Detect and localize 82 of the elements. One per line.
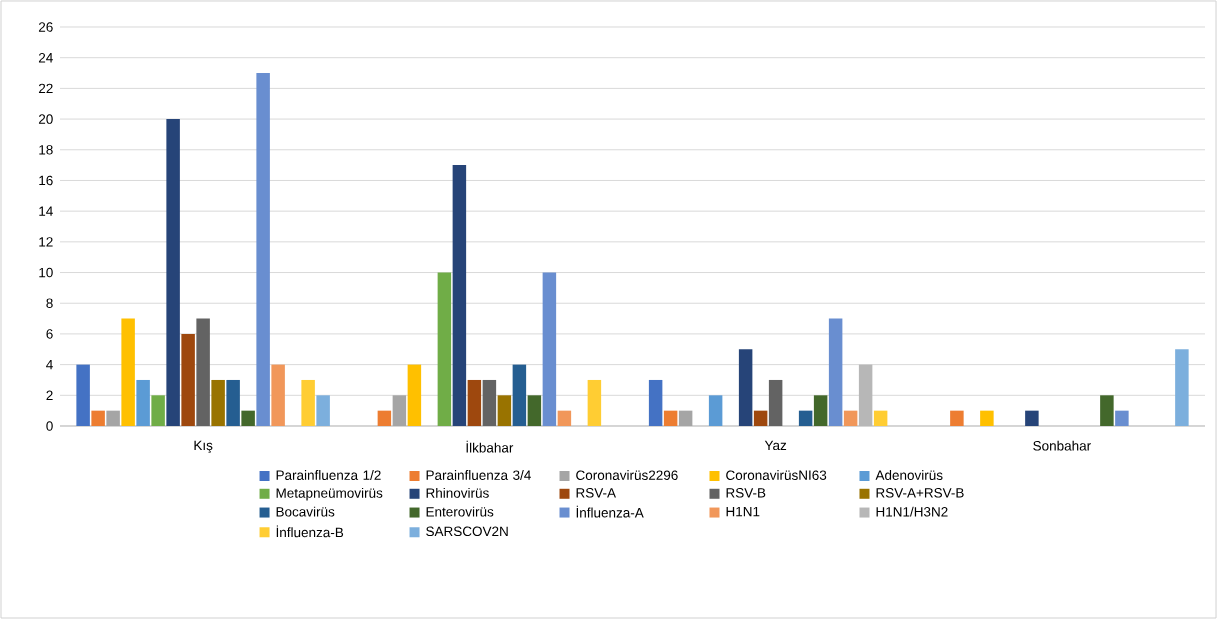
bar <box>512 364 527 426</box>
bar <box>587 379 602 426</box>
bar <box>121 318 135 426</box>
legend-label: Enterovirüs <box>426 506 494 517</box>
legend-label: SARSCOV2N <box>426 526 508 537</box>
bar <box>1025 410 1039 426</box>
y-tick-label: 22 <box>38 83 53 94</box>
bar <box>76 364 90 426</box>
x-tick-label: Sonbahar <box>1033 440 1091 451</box>
bar <box>106 410 120 426</box>
y-tick-label: 4 <box>46 359 53 370</box>
bar <box>813 395 828 426</box>
legend-label: H1N1 <box>726 506 760 517</box>
bar <box>873 410 888 426</box>
bar <box>1100 395 1114 426</box>
bar <box>226 379 240 426</box>
bar <box>211 379 225 426</box>
bar <box>843 410 858 426</box>
bar <box>708 395 723 426</box>
bar <box>136 379 150 426</box>
bar <box>166 119 180 426</box>
y-tick-label: 0 <box>46 421 53 431</box>
legend-label: RSV-A <box>576 488 616 498</box>
legend-label: Rhinovirüs <box>426 487 489 498</box>
bar <box>738 349 753 426</box>
bar <box>452 165 467 426</box>
bar <box>950 410 964 426</box>
y-tick-label: 16 <box>39 175 53 186</box>
bar <box>301 379 315 426</box>
bar <box>1175 349 1189 426</box>
x-tick-label: İlkbahar <box>466 440 514 453</box>
legend-label: CoronavirüsNI63 <box>726 470 827 480</box>
bar <box>648 379 663 426</box>
legend-label: Parainfluenza 1/2 <box>276 470 381 480</box>
bar <box>828 318 843 426</box>
bar <box>196 318 210 426</box>
y-tick-label: 14 <box>39 206 53 216</box>
bar <box>678 410 693 426</box>
bar <box>798 410 813 426</box>
legend-label: Adenovirüs <box>875 470 943 480</box>
y-tick-label: 6 <box>46 329 53 339</box>
legend-label: RSV-B <box>726 488 766 498</box>
bar <box>377 410 392 426</box>
bar <box>663 410 678 426</box>
bar <box>467 379 482 426</box>
bar <box>151 395 165 426</box>
legend-label: Coronavirüs2296 <box>576 470 678 480</box>
legend-label: RSV-A+RSV-B <box>876 488 964 498</box>
bar <box>437 272 452 426</box>
y-tick-label: 24 <box>38 52 53 63</box>
bar <box>392 395 407 426</box>
legend-label: İnfluenza-B <box>276 525 344 538</box>
bar <box>497 395 512 426</box>
bar <box>768 379 783 426</box>
legend-label: İnfluenza-A <box>576 505 644 518</box>
bar <box>980 410 994 426</box>
bar <box>256 73 270 426</box>
y-tick-label: 18 <box>39 144 53 155</box>
x-tick-label: Kış <box>194 440 213 453</box>
y-tick-label: 2 <box>46 390 53 401</box>
bar <box>753 410 768 426</box>
bar <box>271 364 285 426</box>
legend-label: H1N1/H3N2 <box>876 506 948 517</box>
bar <box>407 364 422 426</box>
y-tick-label: 12 <box>39 237 53 247</box>
bar <box>527 395 542 426</box>
y-tick-label: 10 <box>39 267 53 278</box>
bar <box>557 410 572 426</box>
bar <box>91 410 105 426</box>
y-tick-label: 20 <box>38 114 53 124</box>
bar <box>482 379 497 426</box>
legend-label: Bocavirüs <box>276 506 335 517</box>
bar <box>316 395 330 426</box>
legend-label: Metapneümovirüs <box>276 487 383 501</box>
legend-label: Parainfluenza 3/4 <box>426 470 531 480</box>
bar <box>241 410 255 426</box>
y-tick-label: 8 <box>46 298 53 308</box>
x-tick-label: Yaz <box>764 440 787 451</box>
y-tick-label: 26 <box>38 22 53 32</box>
bar <box>181 333 195 426</box>
bar <box>1115 410 1129 426</box>
bar <box>542 272 557 426</box>
